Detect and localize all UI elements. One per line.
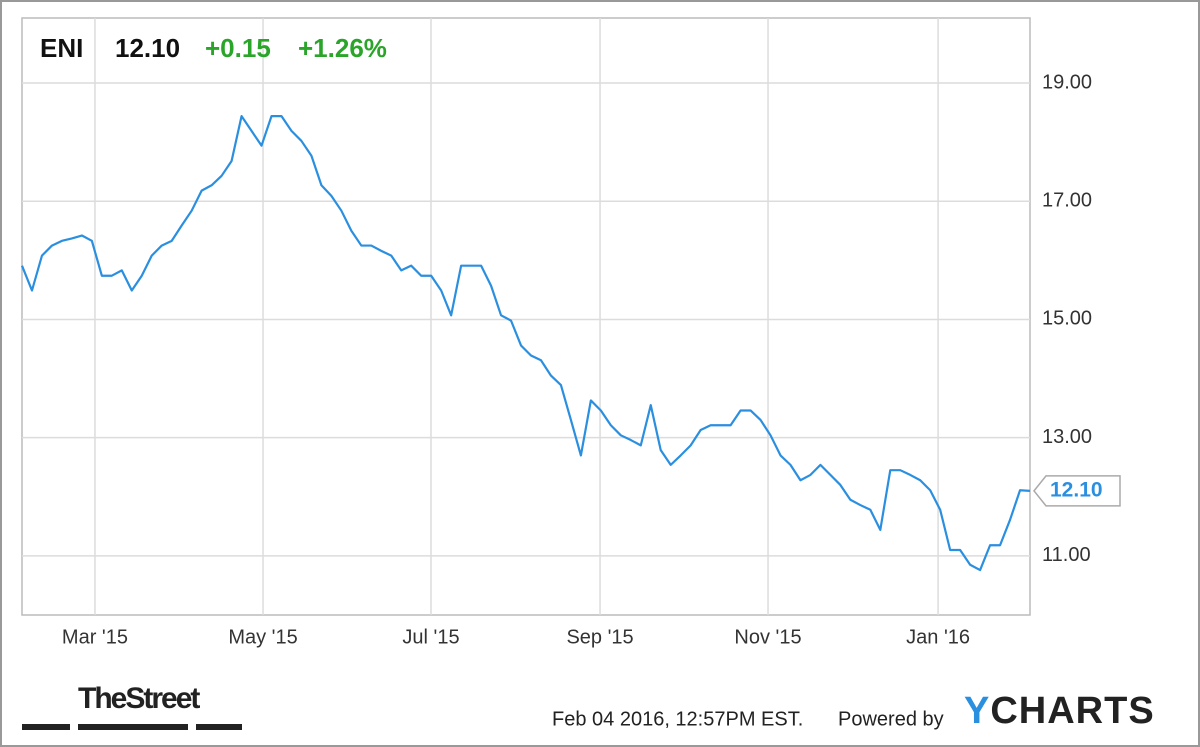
plot-area	[21, 17, 1031, 616]
brand-bar	[78, 724, 188, 730]
x-tick-label: Sep '15	[566, 626, 633, 648]
last-price-label: 12.10	[1050, 478, 1103, 501]
timestamp: Feb 04 2016, 12:57PM EST.	[552, 708, 803, 730]
x-tick-label: May '15	[228, 626, 297, 648]
brand-bar	[196, 724, 242, 730]
brand: TheStreet	[78, 682, 200, 715]
price-line	[20, 115, 1031, 572]
price: 12.10	[115, 33, 180, 63]
x-tick-label: Jul '15	[402, 626, 459, 648]
y-tick-label: 17.00	[1042, 190, 1092, 212]
ticker: ENI	[40, 33, 83, 63]
y-tick-label: 15.00	[1042, 308, 1092, 330]
y-tick-label: 19.00	[1042, 71, 1092, 93]
change-pct: +1.26%	[298, 33, 387, 63]
x-tick-label: Nov '15	[734, 626, 801, 648]
y-tick-label: 11.00	[1042, 544, 1091, 566]
x-tick-label: Jan '16	[906, 626, 970, 648]
x-tick-label: Mar '15	[62, 626, 128, 648]
powered-by: Powered by	[838, 708, 944, 730]
last-price-callout	[1033, 475, 1121, 507]
change: +0.15	[205, 33, 271, 63]
brand-bar	[22, 724, 70, 730]
provider-logo: YCHARTS	[964, 690, 1155, 732]
y-tick-label: 13.00	[1042, 426, 1092, 448]
